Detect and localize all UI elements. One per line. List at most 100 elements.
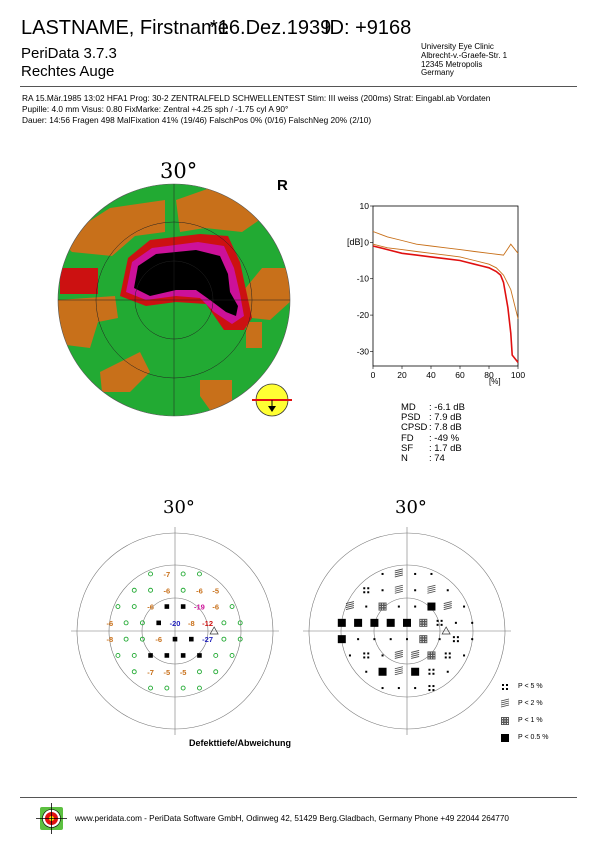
prob-p1-speck <box>420 641 422 643</box>
prob-p5-dot <box>452 640 455 643</box>
index-name: N <box>401 453 408 465</box>
deviation-normal-circle <box>131 669 137 675</box>
field-border <box>57 183 291 417</box>
footer-divider <box>20 797 577 798</box>
field-regions <box>58 184 290 416</box>
prob-p5-dot <box>456 640 459 643</box>
prob-p2-hatch <box>394 584 403 588</box>
prob-normal-dot <box>446 670 449 673</box>
bebie-xlabel: [%] <box>489 377 501 386</box>
prob-p2-hatch <box>394 672 403 676</box>
prob-p1-speck <box>433 654 435 657</box>
prob-normal-dot <box>381 654 384 657</box>
legend-label: P < 0.5 % <box>518 734 549 741</box>
prob-p1-speck <box>507 718 509 720</box>
prob-p05-block <box>370 618 379 627</box>
global-indices: MD: -6.1 dB PSD: 7.9 dB CPSD: 7.8 dB FD:… <box>401 402 465 465</box>
region-mild <box>58 296 118 348</box>
prob-p1-speck <box>430 657 433 659</box>
prob-p5-dot <box>440 619 443 622</box>
prob-p2-hatch <box>394 568 403 572</box>
deviation-black-square <box>164 653 170 658</box>
footer-text: www.peridata.com - PeriData Software Gmb… <box>75 814 509 823</box>
prob-p2-hatch <box>394 668 403 672</box>
prob-normal-dot <box>381 572 384 575</box>
index-name: FD <box>401 432 414 444</box>
eye-label: Rechtes Auge <box>21 63 115 80</box>
bebie-x-tick-label: 40 <box>426 370 436 380</box>
prob-p2-hatch <box>394 650 403 653</box>
patient-id: ID: +9168 <box>324 17 412 39</box>
deviation-normal-circle <box>123 620 129 626</box>
prob-normal-dot <box>446 589 449 592</box>
legend-label: P < 1 % <box>518 717 543 724</box>
prob-p5-dot <box>506 688 508 690</box>
prob-p2-hatch <box>394 572 403 576</box>
deviation-normal-circle <box>123 636 129 642</box>
deviation-normal-circle <box>229 604 235 609</box>
deviation-normal-circle <box>213 653 219 658</box>
prob-p5-dot <box>367 587 370 590</box>
prob-normal-dot <box>389 638 392 641</box>
deviation-black-square <box>156 620 161 626</box>
prob-p1-speck <box>420 636 422 638</box>
index-value: : -6.1 dB <box>429 402 465 413</box>
index-value: : 1.7 dB <box>429 442 462 454</box>
deviation-black-square <box>180 653 186 658</box>
prob-p5-dot <box>367 656 370 659</box>
prob-p05-block <box>337 618 346 627</box>
deviation-normal-circle <box>180 571 186 577</box>
deviation-normal-circle <box>213 669 219 675</box>
prob-p1-speck <box>425 619 427 621</box>
legend-label: P < 5 % <box>518 683 543 690</box>
deviation-value: -20 <box>170 619 181 628</box>
deviation-value: -19 <box>194 603 205 612</box>
prob-p5-dot <box>432 668 435 671</box>
deviation-value: -6 <box>106 619 113 628</box>
region-mild <box>100 352 150 392</box>
deviation-value: -5 <box>164 668 171 677</box>
prob-p2-hatch <box>394 570 403 574</box>
fixation-arrow-head <box>268 406 276 412</box>
deviation-ring-10 <box>141 597 209 665</box>
region-mild <box>244 268 290 320</box>
prob-p2-hatch <box>394 586 403 590</box>
prob-p1-speck <box>428 657 430 659</box>
deviation-black-square <box>164 604 170 609</box>
prob-p1-speck <box>420 622 422 624</box>
bebie-y-tick-label: -20 <box>357 310 370 320</box>
deviation-normal-circle <box>131 653 137 658</box>
prob-p1-speck <box>430 654 433 657</box>
deviation-value: -6 <box>155 635 162 644</box>
blind-spot-triangle <box>441 626 451 635</box>
prob-p5-dot <box>432 689 435 692</box>
region-mild <box>176 186 272 232</box>
prob-p5-dot <box>363 587 366 590</box>
index-row: SF: 1.7 dB <box>401 442 465 454</box>
deviation-black-square <box>180 604 186 609</box>
prob-p5-dot <box>436 623 439 626</box>
prob-p5-dot <box>448 656 451 659</box>
deviation-normal-circle <box>237 636 243 642</box>
fixation-indicator <box>255 383 289 417</box>
prob-p05-block <box>411 667 420 676</box>
prob-p2-hatch <box>443 603 452 606</box>
deviation-value: -5 <box>180 668 187 677</box>
prob-p05-block <box>354 618 363 627</box>
deviation-normal-circle <box>139 620 145 626</box>
deviation-value: -8 <box>106 635 113 644</box>
prob-p05-block <box>378 667 387 676</box>
prob-p1-speck <box>420 638 422 640</box>
index-row: N: 74 <box>401 453 465 465</box>
prob-normal-dot <box>414 687 417 690</box>
prob-p5-dot <box>432 685 435 688</box>
prob-p1-speck <box>507 720 509 722</box>
prob-p1-speck <box>428 652 430 654</box>
region-mild <box>60 200 165 256</box>
prob-normal-dot <box>471 638 474 641</box>
prob-p1-speck <box>422 619 424 621</box>
clinic-line: Albrecht-v.-Graefe-Str. 1 <box>421 50 508 60</box>
prob-p2-hatch <box>411 654 420 657</box>
prob-p1-speck <box>433 657 435 659</box>
